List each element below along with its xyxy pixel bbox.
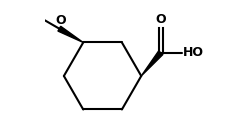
Text: O: O bbox=[155, 13, 165, 26]
Text: HO: HO bbox=[182, 46, 203, 59]
Text: O: O bbox=[55, 14, 66, 27]
Polygon shape bbox=[141, 51, 162, 76]
Polygon shape bbox=[58, 26, 83, 42]
